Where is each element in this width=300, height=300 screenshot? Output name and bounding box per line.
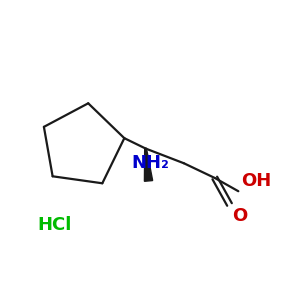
Text: OH: OH <box>241 172 271 190</box>
Text: NH₂: NH₂ <box>131 154 169 172</box>
Text: O: O <box>232 207 248 225</box>
Text: HCl: HCl <box>37 216 71 234</box>
Polygon shape <box>144 148 153 181</box>
